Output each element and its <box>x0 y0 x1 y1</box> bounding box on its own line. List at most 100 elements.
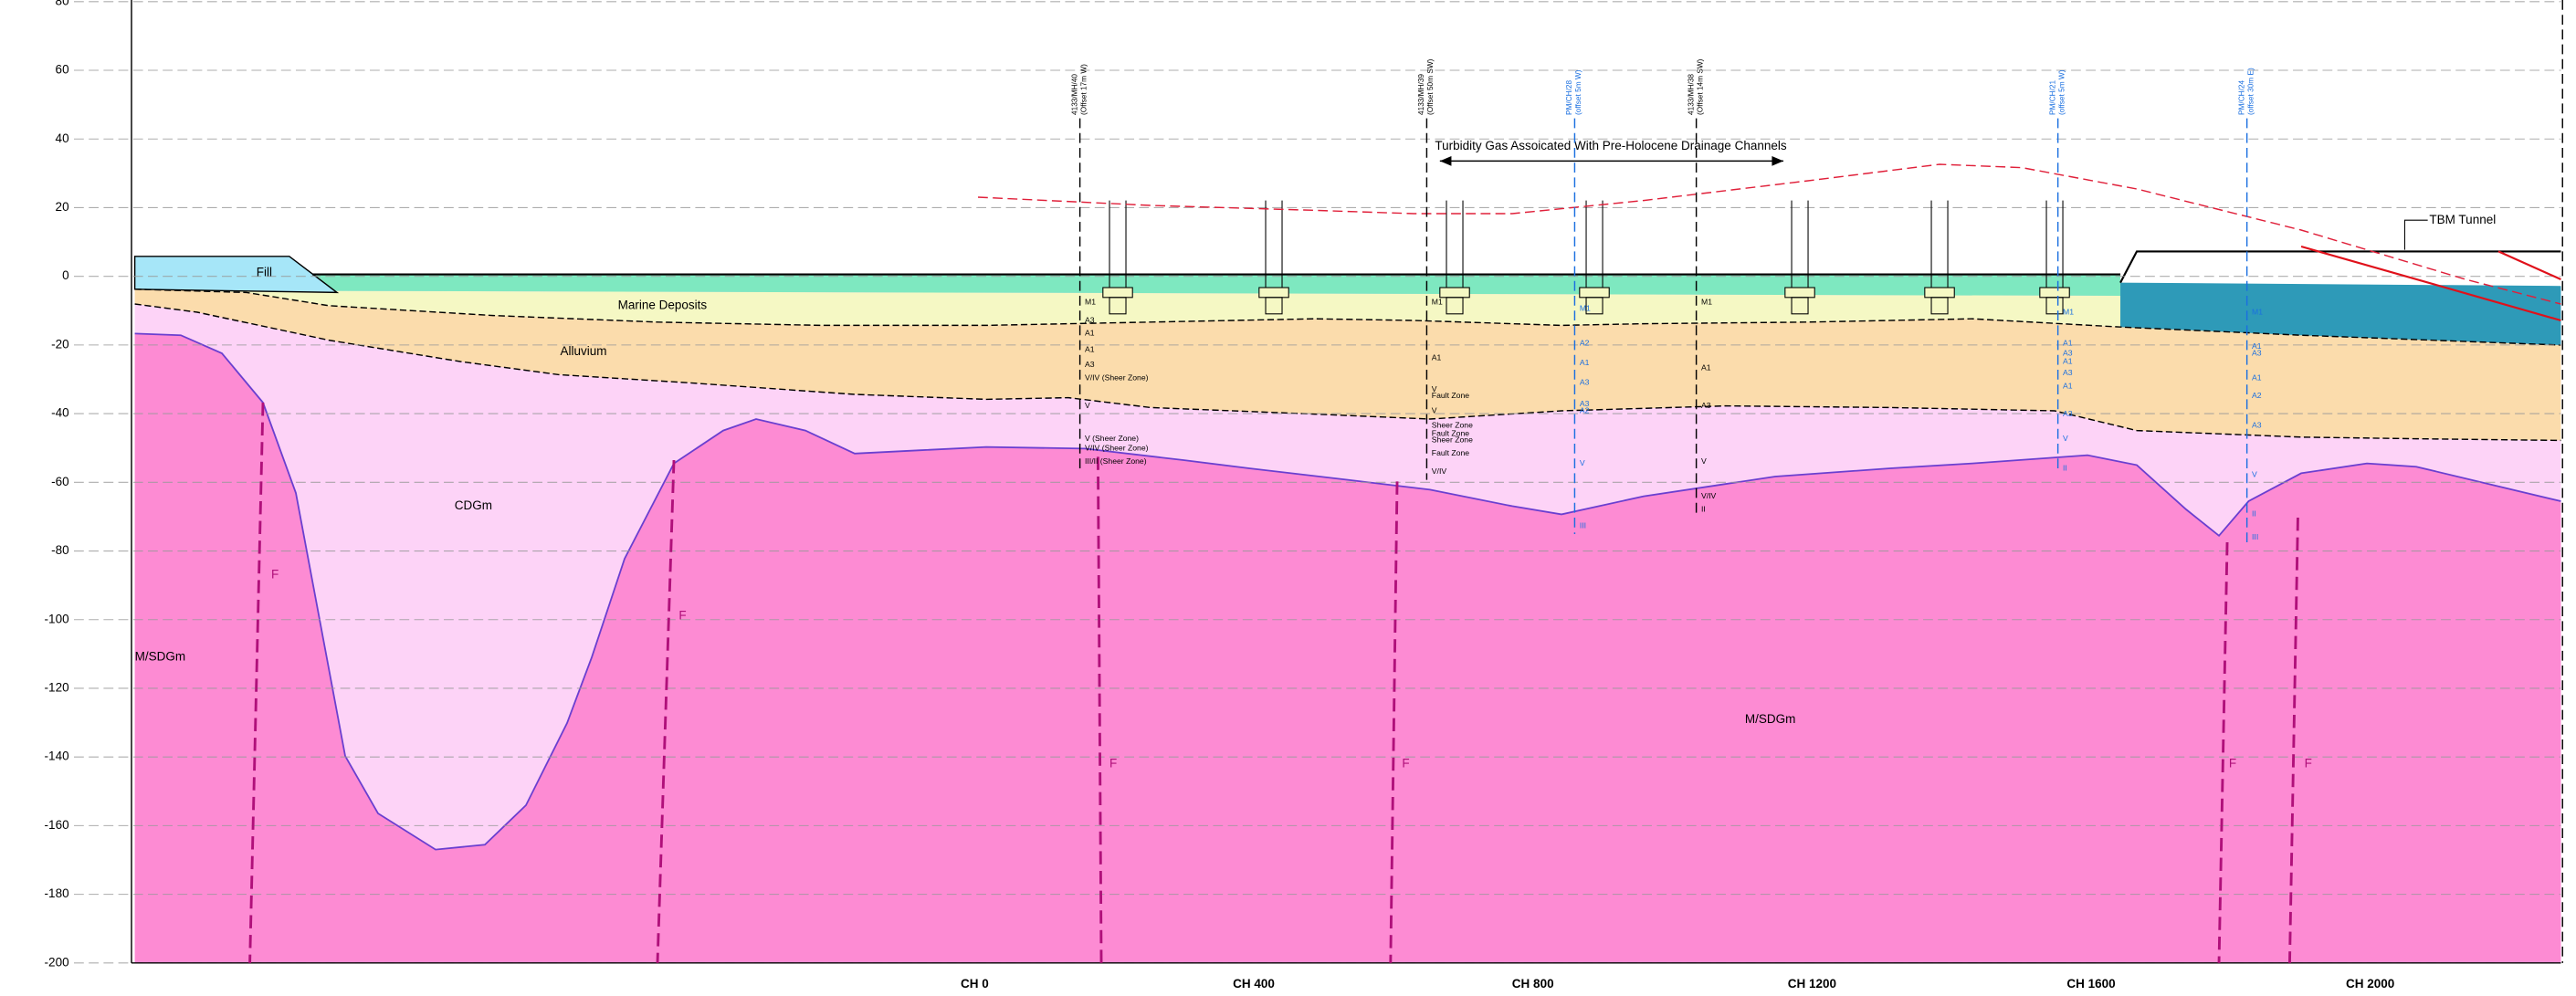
stratum-label: M1 <box>2063 307 2074 316</box>
pile <box>1585 297 1603 315</box>
borehole-label: PM/CH/28 (offset 5m W) <box>1565 69 1582 115</box>
region-label: M/SDGm <box>1745 712 1796 726</box>
pile <box>1930 297 1949 315</box>
pile-cap <box>1258 287 1289 299</box>
borehole-label: PM/CH/21 (offset 5m W) <box>2048 69 2066 115</box>
y-tick-label: -140 <box>45 750 69 763</box>
tbm-label: TBM Tunnel <box>2429 213 2496 226</box>
x-tick-label: CH 1600 <box>2066 977 2115 991</box>
stratum-label: A1 <box>2063 338 2073 347</box>
fault-line <box>2217 541 2229 963</box>
region-label: Marine Deposits <box>618 298 708 311</box>
stratum-label: M1 <box>1701 297 1712 306</box>
fault-line <box>1389 481 1399 963</box>
pile <box>2045 297 2064 315</box>
stratum-label: V <box>1432 405 1437 414</box>
y-tick-label: -160 <box>45 818 69 832</box>
pile <box>1265 297 1283 315</box>
tunnel-line <box>2497 250 2561 280</box>
y-tick-label: 40 <box>56 131 69 145</box>
stratum-label: A1 <box>2063 356 2073 365</box>
x-tick-label: CH 2000 <box>2346 977 2394 991</box>
stratum-label: A3 <box>2252 348 2262 357</box>
stratum-label: A3 <box>1580 399 1590 408</box>
borehole-id: PM/CH/28 <box>1565 79 1573 115</box>
x-tick-label: CH 400 <box>1233 977 1275 991</box>
stratum-label: A3 <box>1701 401 1711 410</box>
gas-profile <box>977 163 2561 305</box>
region-label: M/SDGm <box>135 650 185 664</box>
borehole-note: (Offset 50m SW) <box>1426 58 1435 115</box>
stratum-label: V <box>2252 469 2257 478</box>
stratum-label: M1 <box>1085 297 1096 306</box>
annotation: Turbidity Gas Assoicated With Pre-Holoce… <box>1435 139 1786 152</box>
stratum-label: V <box>1701 456 1707 466</box>
stratum-label: II <box>2252 509 2256 519</box>
stratum-label: M1 <box>2252 307 2263 316</box>
y-tick-label: -100 <box>45 612 69 625</box>
stratum-label: V (Sheer Zone) <box>1085 434 1139 443</box>
borehole-id: PM/CH/21 <box>2048 79 2056 115</box>
y-tick-label: 80 <box>56 0 69 7</box>
y-tick-label: -40 <box>51 406 69 420</box>
stratum-label: A1 <box>1085 329 1095 338</box>
stratum-label: A2 <box>1580 405 1590 414</box>
borehole-label: PM/CH/24 (offset 30m E) <box>2237 68 2255 115</box>
stratum-label: A3 <box>1085 360 1095 369</box>
stratum-label: V <box>2063 434 2068 443</box>
boundary-line <box>134 303 2561 442</box>
pile-cap <box>1102 287 1133 299</box>
arrow-head <box>1439 156 1452 166</box>
x-tick-label: CH 800 <box>1512 977 1554 991</box>
stratum-label: Sheer Zone <box>1432 420 1473 429</box>
rockhead-line <box>134 332 2561 851</box>
y-tick-label: -60 <box>51 475 69 488</box>
stratum-label: M1 <box>1432 297 1443 306</box>
stratum-label: V/IV (Sheer Zone) <box>1085 372 1149 382</box>
leader <box>2403 219 2428 250</box>
borehole-note: (offset 30m E) <box>2246 68 2255 115</box>
y-tick-label: 60 <box>56 63 69 77</box>
boundary-line <box>134 288 2561 346</box>
fault-label: F <box>1109 757 1117 771</box>
borehole-id: 4133/MH/39 <box>1417 74 1425 115</box>
stratum-label: V <box>1432 384 1437 393</box>
stratum-label: III/II (Sheer Zone) <box>1085 456 1147 466</box>
region-label: Alluvium <box>561 344 607 358</box>
stratum-label: Sheer Zone <box>1432 435 1473 445</box>
pile <box>1446 297 1464 315</box>
fault-label: F <box>678 609 686 623</box>
fault-label: F <box>271 568 279 582</box>
seabed-band <box>312 274 2121 297</box>
borehole-label: 4133/MH/39 (Offset 50m SW) <box>1417 58 1435 115</box>
stratum-label: III <box>1580 520 1586 529</box>
fault-line <box>1096 456 1103 963</box>
pile <box>1109 297 1127 315</box>
stratum-label: A2 <box>1580 338 1590 347</box>
fill-layer <box>133 256 340 294</box>
y-tick-label: -20 <box>51 337 69 351</box>
y-tick-label: 20 <box>56 200 69 214</box>
y-tick-label: 0 <box>62 268 69 282</box>
stratum-label: A1 <box>1701 362 1711 372</box>
fault-label: F <box>1402 757 1409 771</box>
pile-cap <box>1579 287 1610 299</box>
fault-line <box>248 402 265 963</box>
stratum-label: Fault Zone <box>1432 428 1469 437</box>
stratum-label: Fault Zone <box>1432 391 1469 400</box>
pile <box>1791 297 1809 315</box>
stratum-label: A3 <box>2063 368 2073 377</box>
stratum-label: A1 <box>2063 381 2073 390</box>
borehole-note: (offset 5m W) <box>2057 69 2066 115</box>
y-tick-label: -200 <box>45 955 69 969</box>
stratum-label: A1 <box>2252 341 2262 351</box>
stratum-label: A2 <box>2252 391 2262 400</box>
borehole-id: 4133/MH/38 <box>1687 74 1695 115</box>
stratum-label: A3 <box>1085 315 1095 324</box>
borehole-note: (Offset 14m SW) <box>1696 58 1704 115</box>
tunnel-line <box>2300 245 2561 322</box>
pile-cap <box>1924 287 1955 299</box>
borehole-label: 4133/MH/38 (Offset 14m SW) <box>1687 58 1704 115</box>
borehole-note: (Offset 17m W) <box>1079 64 1088 115</box>
stratum-label: A3 <box>2063 409 2073 418</box>
